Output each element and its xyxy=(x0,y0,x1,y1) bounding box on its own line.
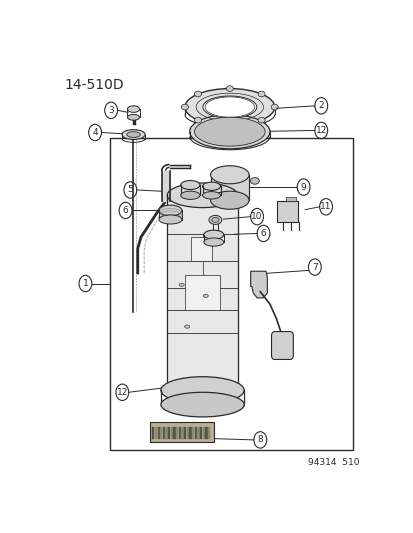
Text: 14-510D: 14-510D xyxy=(64,78,124,92)
Text: 8: 8 xyxy=(257,435,263,445)
Ellipse shape xyxy=(184,325,189,328)
Ellipse shape xyxy=(257,91,264,97)
Ellipse shape xyxy=(180,181,199,190)
Text: 9: 9 xyxy=(300,183,306,191)
Bar xyxy=(109,138,352,450)
Text: 4: 4 xyxy=(92,128,97,137)
Ellipse shape xyxy=(203,230,223,239)
Text: 1: 1 xyxy=(82,279,88,288)
Ellipse shape xyxy=(250,177,259,184)
Bar xyxy=(149,422,213,441)
Text: 6: 6 xyxy=(260,229,266,238)
Ellipse shape xyxy=(211,235,218,238)
Ellipse shape xyxy=(211,217,218,222)
Ellipse shape xyxy=(203,294,208,297)
Ellipse shape xyxy=(159,215,182,224)
Bar xyxy=(185,276,220,310)
Text: 94314  510: 94314 510 xyxy=(308,458,359,467)
Ellipse shape xyxy=(179,283,184,286)
Ellipse shape xyxy=(167,183,237,207)
Text: 6: 6 xyxy=(122,206,128,215)
Ellipse shape xyxy=(226,123,233,128)
Bar xyxy=(277,200,297,222)
Ellipse shape xyxy=(271,104,278,110)
Ellipse shape xyxy=(203,238,223,246)
Ellipse shape xyxy=(202,182,220,190)
Ellipse shape xyxy=(209,215,221,224)
Polygon shape xyxy=(250,271,267,298)
Ellipse shape xyxy=(194,91,201,97)
Text: 2: 2 xyxy=(318,101,323,110)
Ellipse shape xyxy=(127,115,139,120)
Ellipse shape xyxy=(189,115,269,149)
Text: 3: 3 xyxy=(108,106,114,115)
Ellipse shape xyxy=(257,117,264,123)
Ellipse shape xyxy=(194,117,201,123)
Text: 12: 12 xyxy=(116,388,128,397)
Ellipse shape xyxy=(122,130,145,140)
Ellipse shape xyxy=(127,106,139,112)
Ellipse shape xyxy=(181,104,188,110)
Bar xyxy=(191,237,211,261)
Bar xyxy=(285,197,295,200)
Text: 12: 12 xyxy=(315,126,326,135)
Ellipse shape xyxy=(226,86,233,92)
Text: 10: 10 xyxy=(251,212,262,221)
Text: 11: 11 xyxy=(320,203,331,211)
Ellipse shape xyxy=(185,88,274,126)
Ellipse shape xyxy=(202,96,256,118)
Ellipse shape xyxy=(180,191,199,199)
Ellipse shape xyxy=(126,132,140,138)
Ellipse shape xyxy=(159,205,182,216)
Ellipse shape xyxy=(161,392,244,417)
Ellipse shape xyxy=(210,191,249,209)
Ellipse shape xyxy=(210,166,249,184)
FancyBboxPatch shape xyxy=(271,332,293,359)
Text: 5: 5 xyxy=(127,185,133,195)
Ellipse shape xyxy=(161,377,244,404)
Ellipse shape xyxy=(202,191,220,199)
Ellipse shape xyxy=(194,117,264,146)
Text: 7: 7 xyxy=(311,263,317,272)
